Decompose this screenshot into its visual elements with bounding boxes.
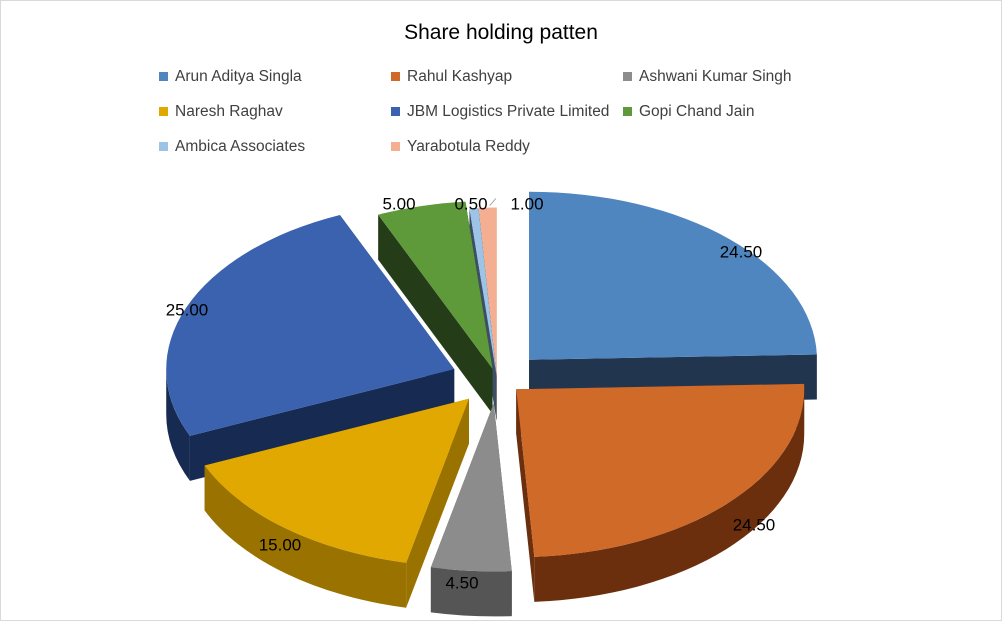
- legend-swatch: [159, 72, 168, 81]
- legend-label: Gopi Chand Jain: [639, 102, 755, 120]
- data-label: 0.50: [454, 194, 487, 213]
- legend-item-jbm-logistics: JBM Logistics Private Limited: [391, 102, 623, 121]
- slice-jbm-logistics-private-limited: [166, 214, 455, 436]
- leader-line: [489, 198, 497, 206]
- legend-label: Ashwani Kumar Singh: [639, 67, 792, 85]
- chart-title: Share holding patten: [404, 21, 598, 44]
- legend-swatch: [391, 107, 400, 116]
- slice-side-jbm-logistics-private-limited: [166, 369, 190, 481]
- data-label: 25.00: [166, 300, 209, 319]
- data-label: 15.00: [259, 535, 302, 554]
- data-label: 5.00: [382, 194, 415, 213]
- legend-item-arun-aditya-singla: Arun Aditya Singla: [159, 67, 391, 86]
- legend-item-ashwani-kumar-singh: Ashwani Kumar Singh: [623, 67, 843, 86]
- slice-wall-naresh-raghav: [406, 398, 469, 608]
- legend-swatch: [159, 107, 168, 116]
- legend-label: JBM Logistics Private Limited: [407, 102, 610, 120]
- legend-label: Arun Aditya Singla: [175, 67, 302, 85]
- slice-wall-rahul-kashyap: [516, 389, 535, 602]
- data-label: 1.00: [510, 194, 543, 213]
- legend-label: Ambica Associates: [175, 137, 306, 155]
- data-label: 24.50: [733, 515, 776, 534]
- slice-ashwani-kumar-singh: [430, 403, 512, 572]
- data-label: 24.50: [720, 242, 763, 261]
- legend-swatch: [159, 142, 168, 151]
- legend-label: Yarabotula Reddy: [407, 137, 530, 155]
- slice-gopi-chand-jain: [378, 201, 493, 369]
- legend-item-naresh-raghav: Naresh Raghav: [159, 102, 391, 121]
- data-label: 4.50: [445, 573, 478, 592]
- slice-arun-aditya-singla: [529, 191, 817, 360]
- legend-item-rahul-kashyap: Rahul Kashyap: [391, 67, 623, 86]
- legend-swatch: [391, 142, 400, 151]
- legend-swatch: [623, 107, 632, 116]
- legend-swatch: [391, 72, 400, 81]
- slice-rahul-kashyap: [516, 383, 805, 557]
- slice-naresh-raghav: [204, 398, 469, 563]
- slice-ambica-associates: [469, 207, 497, 376]
- legend: Arun Aditya Singla Rahul Kashyap Ashwani…: [159, 67, 859, 156]
- slice-yarabotula-reddy: [478, 207, 497, 376]
- legend-label: Naresh Raghav: [175, 102, 283, 120]
- legend-item-gopi-chand-jain: Gopi Chand Jain: [623, 102, 843, 121]
- slice-side-rahul-kashyap: [534, 389, 805, 602]
- legend-item-ambica-associates: Ambica Associates: [159, 137, 391, 156]
- legend-item-yarabotula-reddy: Yarabotula Reddy: [391, 137, 623, 156]
- slice-top-group: [166, 191, 817, 572]
- slice-side-naresh-raghav: [204, 465, 407, 608]
- slice-wall-gopi-chand-jain: [378, 214, 493, 414]
- legend-swatch: [623, 72, 632, 81]
- slice-side-ashwani-kumar-singh: [430, 567, 512, 617]
- legend-label: Rahul Kashyap: [407, 67, 513, 85]
